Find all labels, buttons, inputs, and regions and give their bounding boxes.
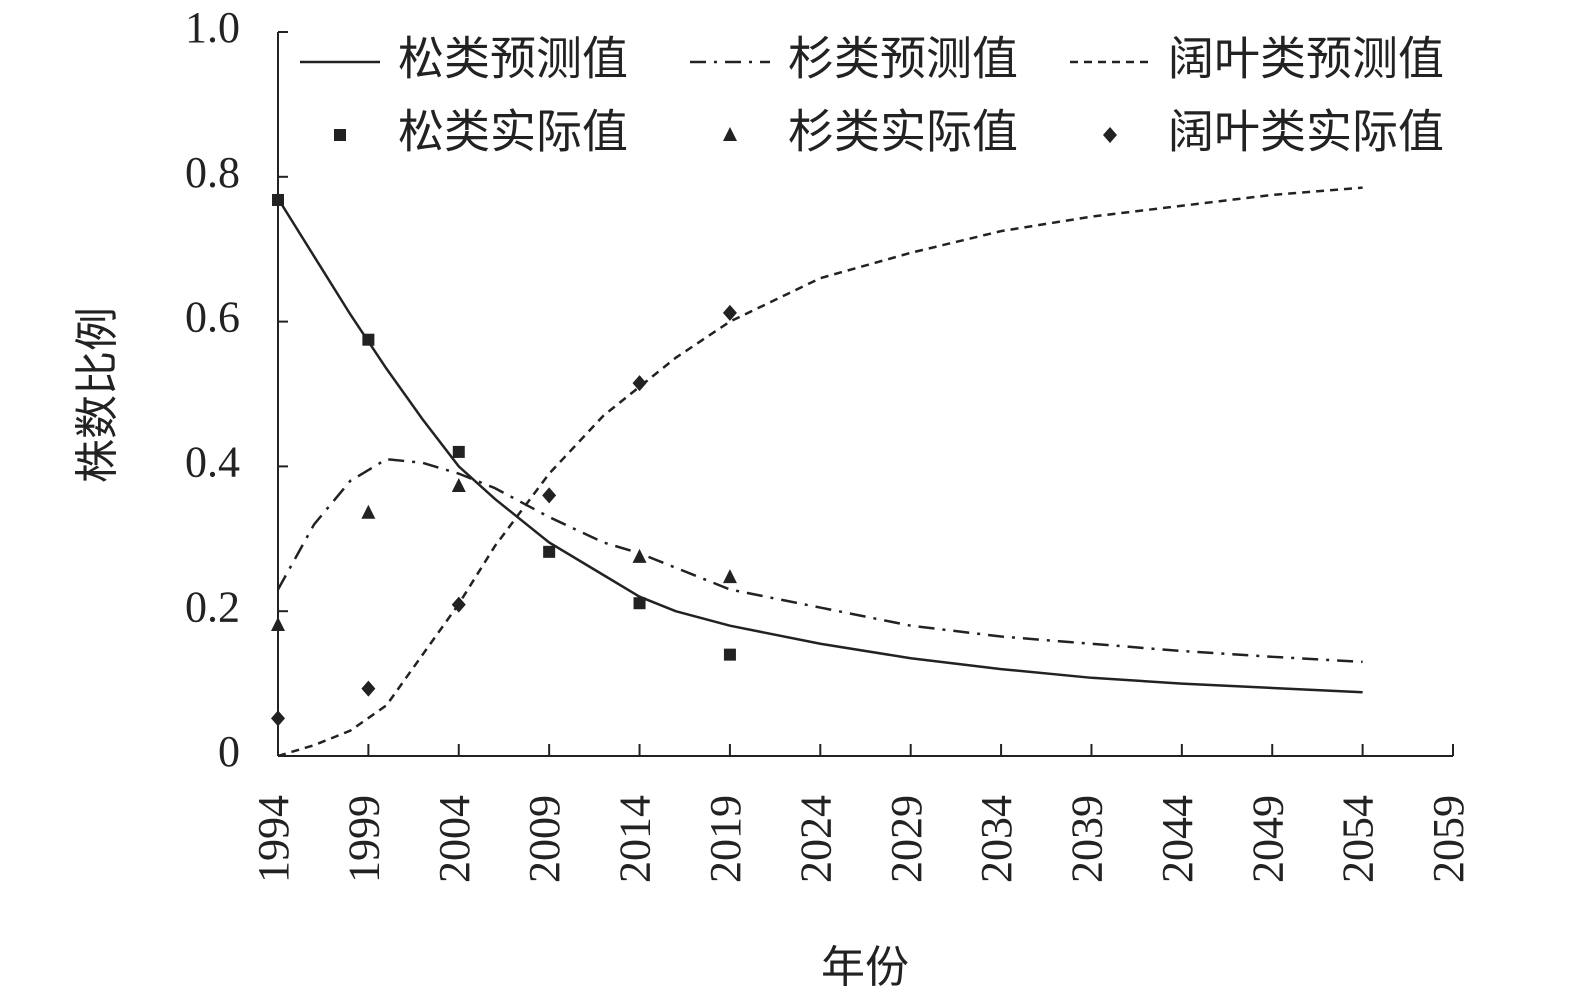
legend-label: 杉类预测值 [788,32,1018,86]
x-tick-label: 2039 [1063,795,1112,883]
y-tick-label: 0.6 [185,293,240,342]
legend-label: 松类实际值 [398,105,628,159]
series-line [277,186,1363,758]
point [722,304,737,321]
x-tick-label: 2014 [611,795,660,883]
legend-marker [723,127,737,141]
point [722,569,737,584]
point [452,445,465,458]
point [362,333,375,346]
point [632,375,647,392]
legend-label: 杉类实际值 [788,105,1018,159]
legend-label: 松类预测值 [398,32,628,86]
point [271,710,285,727]
x-tick-label: 2054 [1334,795,1383,883]
x-tick-label: 2034 [972,795,1021,883]
legend-marker [334,129,346,141]
x-tick-label: 2004 [430,795,479,883]
point [632,548,647,563]
x-tick-label: 2024 [791,795,840,883]
legend-marker [1103,127,1117,143]
x-tick-label: 2059 [1424,795,1473,883]
y-tick-label: 0.4 [185,437,240,486]
x-tick-label: 2009 [520,795,569,883]
point [361,680,376,697]
series-line [276,457,1363,664]
x-tick-label: 2019 [701,795,750,883]
point [543,545,556,558]
series-line [276,197,1363,694]
y-tick-label: 1.0 [185,3,240,52]
x-tick-label: 1994 [249,795,298,883]
point [361,504,376,519]
point [451,596,466,613]
y-tick-label: 0 [218,727,240,776]
y-axis-title: 株数比例 [72,307,123,483]
x-axis-title: 年份 [821,942,909,993]
point [542,487,557,504]
x-tick-label: 2029 [882,795,931,883]
legend-label: 阔叶类预测值 [1168,32,1444,86]
y-tick-label: 0.8 [185,148,240,197]
point [451,477,466,492]
x-tick-label: 1999 [339,795,388,883]
x-tick-label: 2044 [1153,795,1202,883]
legend-label: 阔叶类实际值 [1168,105,1444,159]
point [723,648,736,661]
point [272,193,284,206]
point [271,616,285,631]
point [633,597,646,610]
y-tick-label: 0.2 [185,582,240,631]
x-tick-label: 2049 [1243,795,1292,883]
